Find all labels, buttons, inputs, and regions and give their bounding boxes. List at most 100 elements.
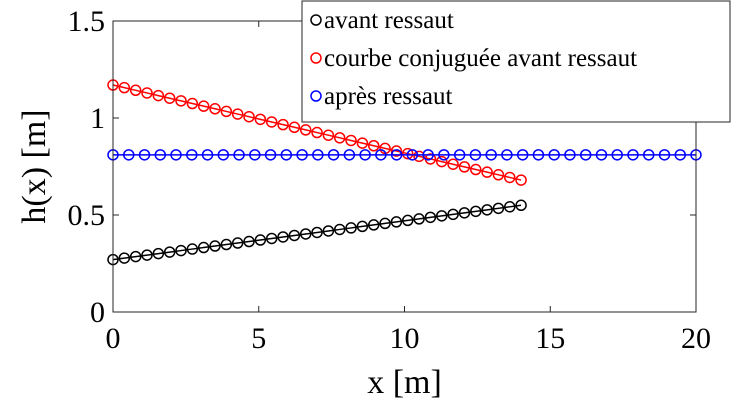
data-point bbox=[333, 132, 346, 144]
data-point bbox=[209, 103, 221, 115]
data-point bbox=[152, 247, 165, 260]
data-point bbox=[470, 205, 482, 218]
data-point bbox=[458, 161, 471, 173]
x-tick-label: 5 bbox=[251, 322, 266, 355]
data-point bbox=[515, 174, 527, 186]
data-point bbox=[422, 149, 434, 161]
data-point bbox=[504, 171, 516, 184]
legend-label: après ressaut bbox=[324, 83, 452, 110]
y-tick-label: 0.5 bbox=[68, 199, 106, 232]
data-point bbox=[118, 81, 131, 94]
data-point bbox=[322, 129, 335, 141]
data-point bbox=[345, 222, 357, 234]
data-point bbox=[481, 204, 493, 216]
data-point bbox=[138, 149, 151, 161]
data-point bbox=[438, 149, 450, 161]
data-point bbox=[379, 217, 391, 230]
data-point bbox=[243, 235, 255, 248]
data-point bbox=[481, 166, 493, 178]
series-layer bbox=[107, 79, 702, 266]
data-point bbox=[220, 105, 233, 118]
data-point bbox=[197, 100, 210, 112]
y-tick-label: 1 bbox=[90, 102, 105, 135]
data-point bbox=[264, 149, 277, 161]
x-tick-label: 15 bbox=[535, 322, 565, 355]
data-point bbox=[658, 149, 671, 161]
data-point bbox=[548, 149, 560, 161]
data-point bbox=[231, 108, 244, 120]
data-point bbox=[312, 149, 324, 161]
data-point bbox=[231, 237, 244, 249]
data-point bbox=[447, 208, 459, 221]
data-point bbox=[367, 140, 380, 152]
data-point bbox=[254, 234, 267, 246]
data-point bbox=[175, 95, 187, 107]
series-3 bbox=[107, 149, 702, 161]
x-tick-label: 10 bbox=[390, 322, 420, 355]
y-tick-label: 1.5 bbox=[68, 5, 106, 38]
data-point bbox=[343, 149, 356, 161]
data-point bbox=[163, 92, 176, 104]
data-point bbox=[163, 246, 176, 258]
data-point bbox=[390, 149, 403, 161]
data-point bbox=[532, 149, 545, 161]
legend-marker bbox=[310, 52, 322, 64]
data-point bbox=[152, 89, 165, 102]
data-point bbox=[469, 149, 482, 161]
legend-label: avant ressaut bbox=[324, 7, 454, 34]
data-point bbox=[322, 225, 335, 237]
data-point bbox=[642, 149, 655, 161]
data-point bbox=[359, 149, 371, 161]
data-point bbox=[413, 213, 425, 225]
data-point bbox=[345, 134, 357, 147]
x-tick-label: 20 bbox=[681, 322, 711, 355]
data-point bbox=[501, 149, 513, 161]
data-point bbox=[175, 244, 187, 257]
data-point bbox=[595, 149, 608, 161]
data-point bbox=[390, 145, 403, 157]
series-2 bbox=[107, 79, 527, 186]
data-point bbox=[406, 149, 419, 161]
data-point bbox=[217, 149, 230, 161]
data-point bbox=[197, 241, 210, 254]
data-point bbox=[254, 113, 267, 126]
data-point bbox=[299, 228, 312, 240]
data-point bbox=[243, 110, 255, 123]
data-point bbox=[288, 121, 301, 134]
data-point bbox=[186, 149, 198, 161]
data-point bbox=[249, 149, 261, 161]
data-point bbox=[564, 149, 576, 161]
data-point bbox=[141, 87, 153, 99]
data-point bbox=[141, 249, 153, 261]
x-tick-label: 0 bbox=[106, 322, 121, 355]
data-point bbox=[458, 207, 471, 219]
data-point bbox=[375, 149, 387, 161]
data-point bbox=[356, 220, 369, 233]
y-tick-label: 0 bbox=[90, 296, 105, 329]
data-point bbox=[333, 223, 346, 236]
legend-box bbox=[301, 0, 731, 123]
data-point bbox=[453, 149, 466, 161]
data-point bbox=[186, 97, 199, 110]
data-point bbox=[209, 240, 221, 252]
data-point bbox=[492, 202, 505, 215]
data-point bbox=[327, 149, 340, 161]
data-point bbox=[492, 169, 505, 181]
series-line bbox=[112, 204, 522, 261]
data-point bbox=[356, 137, 369, 149]
legend-marker bbox=[310, 90, 322, 102]
data-point bbox=[311, 126, 323, 139]
data-point bbox=[296, 149, 308, 161]
ticks-layer: 0 5 10 15 20 0 0.5 1 1.5 bbox=[68, 5, 712, 355]
data-point bbox=[220, 238, 233, 251]
data-point bbox=[516, 149, 529, 161]
data-point bbox=[435, 210, 448, 222]
data-point bbox=[424, 211, 437, 224]
data-point bbox=[154, 149, 167, 161]
data-point bbox=[390, 216, 403, 228]
data-point bbox=[170, 149, 182, 161]
data-point bbox=[311, 226, 323, 239]
data-point bbox=[123, 149, 135, 161]
legend-label: courbe conjuguée avant ressaut bbox=[324, 45, 637, 72]
data-point bbox=[401, 147, 414, 160]
